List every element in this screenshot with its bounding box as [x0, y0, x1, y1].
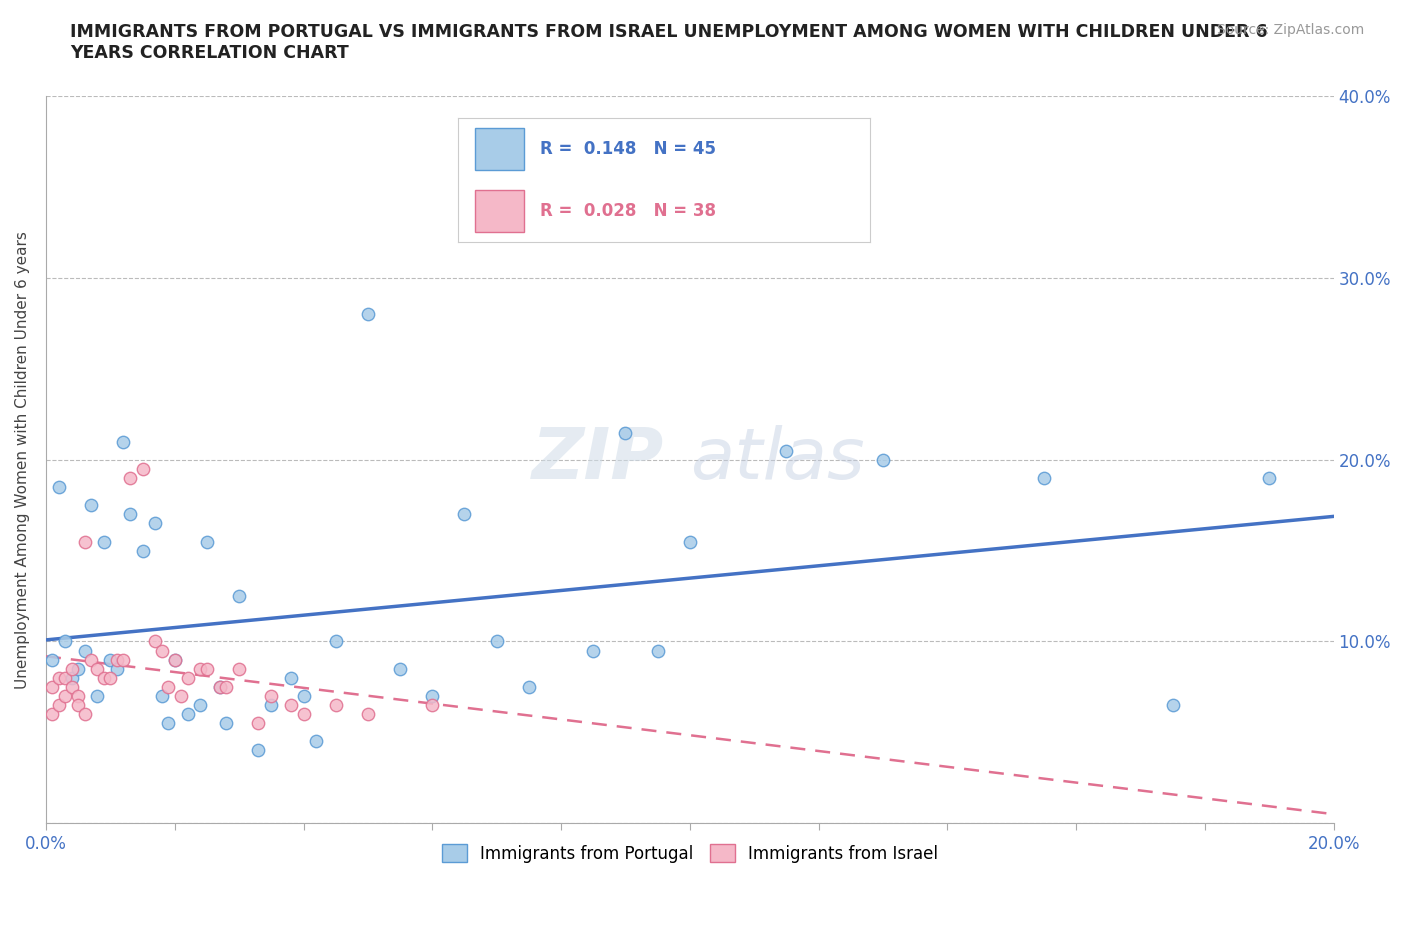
Immigrants from Israel [292, 707, 315, 722]
Immigrants from Portugal [647, 643, 669, 658]
Immigrants from Portugal [389, 661, 412, 676]
Immigrants from Portugal [228, 589, 250, 604]
Immigrants from Israel [48, 698, 70, 712]
Immigrants from Portugal [176, 707, 198, 722]
Immigrants from Portugal [215, 716, 238, 731]
Immigrants from Israel [280, 698, 302, 712]
Immigrants from Israel [93, 671, 115, 685]
Immigrants from Portugal [112, 434, 135, 449]
Immigrants from Israel [48, 671, 70, 685]
Immigrants from Israel [215, 680, 238, 695]
Immigrants from Portugal [118, 507, 141, 522]
Immigrants from Israel [73, 534, 96, 549]
Immigrants from Portugal [260, 698, 283, 712]
Immigrants from Israel [208, 680, 231, 695]
Immigrants from Israel [53, 688, 76, 703]
Immigrants from Portugal [41, 652, 63, 667]
Immigrants from Portugal [582, 643, 605, 658]
Immigrants from Israel [157, 680, 180, 695]
Immigrants from Israel [131, 461, 153, 476]
Immigrants from Israel [420, 698, 443, 712]
Immigrants from Israel [176, 671, 198, 685]
Immigrants from Israel [190, 661, 212, 676]
Immigrants from Portugal [80, 498, 103, 512]
Immigrants from Portugal [305, 734, 328, 749]
Immigrants from Portugal [775, 444, 797, 458]
Immigrants from Portugal [150, 688, 173, 703]
Immigrants from Israel [60, 661, 83, 676]
Immigrants from Portugal [131, 543, 153, 558]
Immigrants from Israel [118, 471, 141, 485]
Immigrants from Portugal [98, 652, 121, 667]
Immigrants from Portugal [157, 716, 180, 731]
Immigrants from Portugal [60, 671, 83, 685]
Immigrants from Portugal [195, 534, 218, 549]
Immigrants from Portugal [163, 652, 186, 667]
Immigrants from Portugal [292, 688, 315, 703]
Immigrants from Portugal [1161, 698, 1184, 712]
Immigrants from Portugal [614, 425, 637, 440]
Immigrants from Portugal [325, 634, 347, 649]
Immigrants from Portugal [517, 680, 540, 695]
Immigrants from Israel [105, 652, 128, 667]
Immigrants from Israel [145, 634, 167, 649]
Immigrants from Israel [41, 707, 63, 722]
Immigrants from Portugal [48, 480, 70, 495]
Immigrants from Portugal [357, 307, 380, 322]
Immigrants from Portugal [247, 743, 270, 758]
Immigrants from Israel [53, 671, 76, 685]
Immigrants from Portugal [73, 643, 96, 658]
Text: Source: ZipAtlas.com: Source: ZipAtlas.com [1216, 23, 1364, 37]
Immigrants from Portugal [86, 688, 108, 703]
Immigrants from Portugal [145, 516, 167, 531]
Immigrants from Portugal [53, 634, 76, 649]
Immigrants from Israel [170, 688, 193, 703]
Immigrants from Israel [60, 680, 83, 695]
Immigrants from Israel [260, 688, 283, 703]
Immigrants from Israel [80, 652, 103, 667]
Immigrants from Portugal [67, 661, 90, 676]
Immigrants from Israel [247, 716, 270, 731]
Text: ZIP: ZIP [531, 425, 664, 494]
Immigrants from Israel [67, 698, 90, 712]
Immigrants from Portugal [208, 680, 231, 695]
Immigrants from Portugal [453, 507, 475, 522]
Immigrants from Portugal [1258, 471, 1281, 485]
Immigrants from Portugal [872, 452, 894, 467]
Text: atlas: atlas [690, 425, 865, 494]
Immigrants from Portugal [105, 661, 128, 676]
Immigrants from Portugal [280, 671, 302, 685]
Immigrants from Israel [112, 652, 135, 667]
Immigrants from Israel [67, 688, 90, 703]
Immigrants from Portugal [190, 698, 212, 712]
Immigrants from Israel [41, 680, 63, 695]
Immigrants from Portugal [1032, 471, 1054, 485]
Immigrants from Israel [357, 707, 380, 722]
Immigrants from Israel [163, 652, 186, 667]
Immigrants from Portugal [93, 534, 115, 549]
Y-axis label: Unemployment Among Women with Children Under 6 years: Unemployment Among Women with Children U… [15, 231, 30, 689]
Text: IMMIGRANTS FROM PORTUGAL VS IMMIGRANTS FROM ISRAEL UNEMPLOYMENT AMONG WOMEN WITH: IMMIGRANTS FROM PORTUGAL VS IMMIGRANTS F… [70, 23, 1268, 62]
Immigrants from Israel [228, 661, 250, 676]
Immigrants from Portugal [485, 634, 508, 649]
Immigrants from Israel [150, 643, 173, 658]
Immigrants from Israel [86, 661, 108, 676]
Immigrants from Israel [73, 707, 96, 722]
Immigrants from Israel [98, 671, 121, 685]
Immigrants from Portugal [420, 688, 443, 703]
Immigrants from Israel [195, 661, 218, 676]
Legend: Immigrants from Portugal, Immigrants from Israel: Immigrants from Portugal, Immigrants fro… [434, 838, 945, 870]
Immigrants from Israel [325, 698, 347, 712]
Immigrants from Portugal [679, 534, 702, 549]
